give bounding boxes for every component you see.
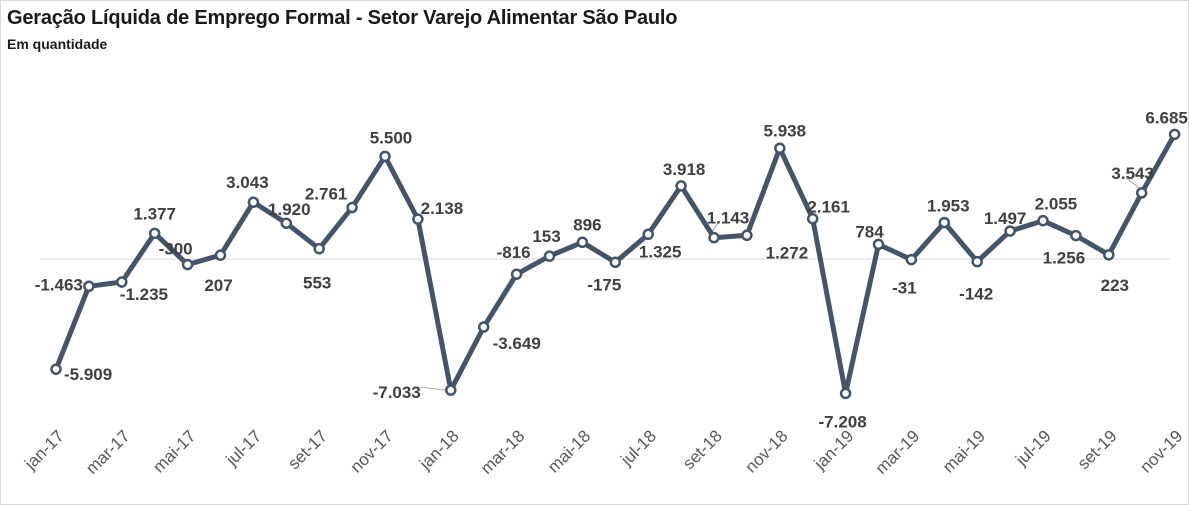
data-point-nov-19: [1168, 128, 1181, 141]
data-label: 153: [532, 227, 560, 246]
data-label: 3.543: [1111, 164, 1154, 183]
data-label: -816: [497, 243, 531, 262]
data-point-mai-18: [576, 236, 589, 249]
data-label: 1.377: [133, 204, 176, 223]
data-label: -300: [159, 240, 193, 259]
data-point-abr-19: [938, 216, 951, 229]
data-point-dez-18: [806, 212, 819, 225]
data-label: 1.272: [766, 243, 809, 262]
x-tick-label: jan-19: [810, 426, 858, 474]
x-tick-label: jul-18: [616, 426, 660, 470]
data-point-nov-18: [774, 142, 786, 155]
data-points: [50, 128, 1181, 400]
data-label: -1.463: [35, 275, 83, 294]
data-point-jul-18: [642, 228, 654, 241]
data-point-mar-19: [905, 253, 918, 266]
data-label: 2.055: [1035, 195, 1078, 214]
x-axis-ticks: jan-17 mar-17 mai-17 jul-17 set-17 nov-17 jan-…: [20, 426, 1186, 478]
data-label: 6.685: [1145, 108, 1188, 127]
x-tick-label: mar-17: [82, 426, 134, 478]
data-label: 2.761: [305, 185, 348, 204]
data-label: 1.325: [639, 242, 682, 261]
data-label: 3.918: [663, 160, 706, 179]
leader-line: [420, 386, 446, 391]
chart-title: Geração Líquida de Emprego Formal - Seto…: [7, 7, 678, 29]
data-label: 553: [303, 274, 331, 293]
x-tick-label: mai-17: [149, 426, 199, 476]
data-point-fev-18: [477, 321, 490, 333]
data-label: 5.500: [370, 128, 413, 147]
data-point-ago-19: [1070, 229, 1082, 242]
leader-line: [1125, 177, 1140, 189]
data-label: 3.043: [226, 173, 269, 192]
chart-subtitle: Em quantidade: [7, 36, 108, 52]
x-tick-label: set-18: [679, 426, 726, 473]
data-label: 784: [855, 222, 884, 241]
data-label: -31: [892, 279, 917, 298]
data-label: 1.143: [707, 209, 750, 228]
x-tick-label: set-19: [1074, 426, 1121, 473]
data-point-out-17: [346, 201, 358, 214]
data-point-mar-17: [116, 276, 128, 288]
data-point-jul-19: [1037, 214, 1049, 227]
data-label: 5.938: [764, 121, 807, 140]
data-point-abr-17: [148, 227, 161, 240]
data-point-jul-17: [247, 196, 260, 208]
data-label: -5.909: [64, 365, 112, 384]
data-point-jan-18: [445, 384, 457, 396]
data-point-ago-18: [675, 180, 687, 192]
data-label: 1.256: [1043, 249, 1086, 268]
data-label: 1.920: [268, 200, 311, 219]
data-label: 1.953: [927, 197, 970, 216]
data-point-fev-19: [872, 238, 885, 251]
data-point-jun-18: [609, 256, 622, 269]
data-point-dez-17: [412, 213, 424, 225]
x-tick-label: mar-18: [477, 426, 529, 478]
data-point-fev-17: [83, 280, 95, 293]
data-point-mai-17: [181, 258, 194, 271]
data-point-jan-19: [839, 387, 852, 400]
data-point-jun-19: [1004, 225, 1016, 237]
data-point-mai-19: [971, 255, 983, 268]
x-tick-label: jan-17: [20, 426, 68, 474]
data-labels: -5.909 -1.463 -1.235 1.377 -300 207 3.043 1.920…: [35, 108, 1188, 431]
data-point-out-18: [741, 229, 753, 242]
data-point-set-18: [708, 231, 720, 244]
x-tick-label: nov-19: [1136, 426, 1186, 476]
data-label: 223: [1101, 276, 1129, 295]
data-label: -175: [587, 275, 621, 294]
x-tick-label: set-17: [284, 426, 331, 473]
data-label: 2.161: [807, 198, 850, 217]
x-tick-label: jul-17: [222, 426, 266, 470]
data-label: -3.649: [493, 334, 541, 353]
data-label: -7.208: [818, 412, 866, 431]
data-point-ago-17: [280, 217, 293, 229]
data-label: 1.497: [984, 209, 1027, 228]
data-label: -1.235: [120, 285, 168, 304]
data-label: -142: [959, 285, 993, 304]
data-label: -7.033: [373, 383, 421, 402]
leader-line: [711, 222, 719, 232]
data-point-jan-17: [50, 363, 62, 375]
x-tick-label: nov-17: [347, 426, 397, 476]
data-label: 207: [204, 276, 232, 295]
x-tick-label: mar-19: [872, 426, 924, 478]
data-point-mar-18: [510, 268, 523, 280]
x-tick-label: nov-18: [741, 426, 791, 476]
data-point-set-19: [1103, 249, 1115, 261]
data-point-jun-17: [214, 249, 227, 261]
data-point-out-19: [1135, 187, 1148, 199]
x-tick-label: mai-18: [544, 426, 594, 476]
x-tick-label: jul-19: [1011, 426, 1055, 470]
data-point-abr-18: [543, 250, 556, 262]
x-tick-label: jan-18: [415, 426, 463, 474]
data-point-nov-17: [379, 150, 391, 163]
data-label: 896: [573, 215, 601, 234]
x-tick-label: mai-19: [939, 426, 989, 476]
data-label: 2.138: [421, 199, 464, 218]
data-point-set-17: [313, 242, 325, 255]
